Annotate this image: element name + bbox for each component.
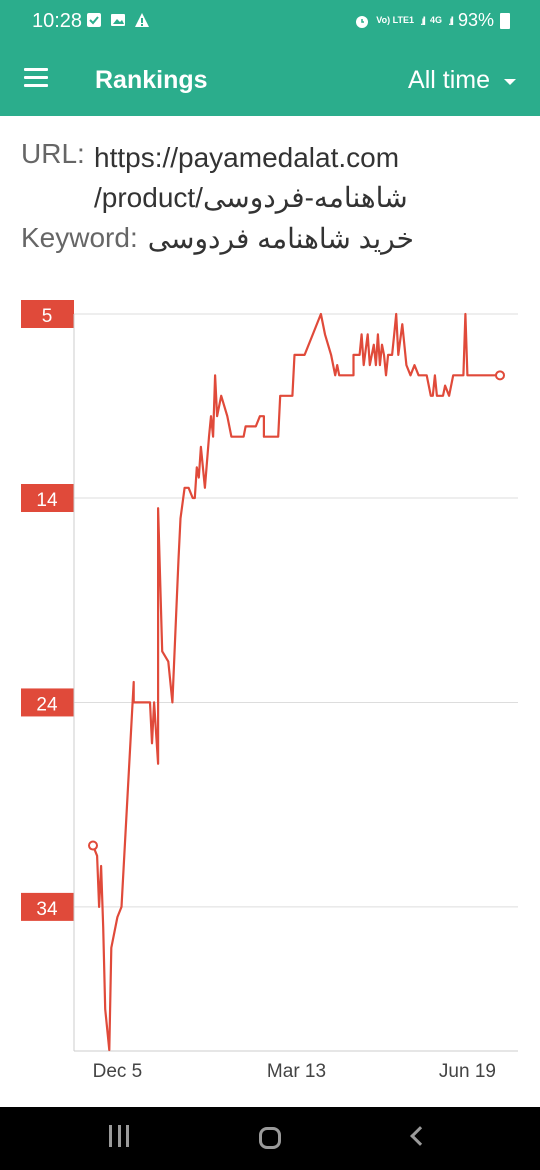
battery-icon: [500, 12, 510, 29]
dropdown-caret-icon: [504, 78, 516, 85]
x-tick-label: Mar 13: [267, 1061, 326, 1082]
ranking-chart: 5 14 24 34 Dec 5 Mar 13 Jun 19: [21, 300, 518, 1082]
network-label: Vo) LTE1: [376, 15, 414, 25]
status-time: 10:28: [32, 10, 83, 32]
y-tick-label: 24: [36, 694, 58, 715]
status-bar: 10:28 Vo) LTE1 .ıll 4G .ıll 93%: [0, 0, 540, 42]
alarm-icon: [356, 15, 369, 28]
x-tick-label: Jun 19: [439, 1061, 496, 1082]
ranking-info: URL: https://payamedalat.com /product/شا…: [21, 138, 414, 255]
url-line-1: https://payamedalat.com: [94, 142, 400, 173]
ranking-line: [91, 312, 500, 1052]
start-point: [88, 840, 98, 851]
notification-icons: [86, 12, 150, 28]
period-dropdown[interactable]: All time: [408, 66, 516, 95]
system-nav-bar: [0, 1107, 540, 1170]
status-right: Vo) LTE1 .ıll 4G .ıll 93%: [354, 10, 510, 31]
y-tick-label: 5: [42, 306, 53, 327]
keyword-label: Keyword:: [21, 222, 138, 253]
end-point: [495, 370, 505, 381]
back-icon[interactable]: [410, 1126, 430, 1146]
y-tick-label-bg: [21, 892, 74, 921]
app-bar: Rankings All time: [0, 42, 540, 116]
y-tick-label-bg: [21, 300, 74, 328]
network-type: 4G: [429, 15, 442, 25]
home-icon[interactable]: [259, 1127, 281, 1149]
url-value: https://payamedalat.com /product/شاهنامه…: [94, 138, 408, 218]
y-tick-label-bg: [21, 484, 74, 512]
warning-icon: [135, 13, 149, 27]
period-label: All time: [408, 66, 490, 94]
keyword-value: خرید شاهنامه فردوسی: [147, 223, 414, 254]
menu-icon[interactable]: [24, 68, 48, 88]
y-tick-label-bg: [21, 688, 74, 717]
page-title: Rankings: [95, 66, 208, 94]
y-tick-label: 14: [36, 490, 58, 511]
y-tick-label: 34: [36, 899, 58, 920]
signal-icon: .ıll: [419, 13, 426, 28]
checkbox-icon: [87, 13, 101, 27]
recents-icon[interactable]: [109, 1125, 129, 1147]
signal-icon-2: .ıll: [447, 13, 454, 28]
x-tick-label: Dec 5: [93, 1061, 143, 1082]
battery-percent: 93%: [457, 10, 494, 30]
url-line-2: /product/شاهنامه-فردوسی: [94, 182, 408, 213]
image-icon: [111, 14, 125, 26]
url-label: URL:: [21, 138, 85, 169]
